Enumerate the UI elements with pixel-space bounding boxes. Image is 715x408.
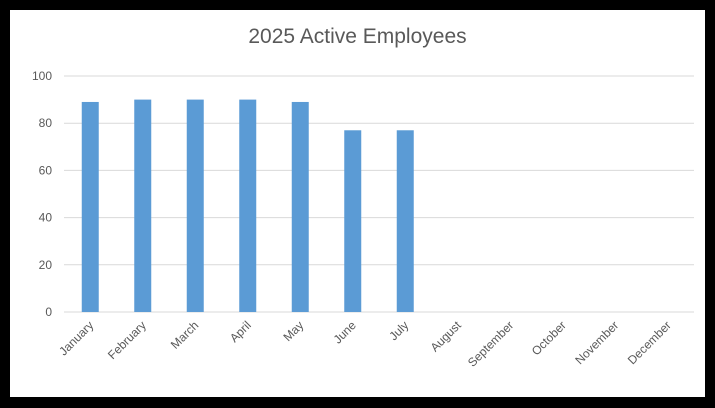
x-tick-label-november: November xyxy=(572,318,621,367)
y-axis-tick-labels: 0 20 40 60 80 100 xyxy=(32,69,52,319)
x-tick-label-january: January xyxy=(56,318,96,358)
y-tick-label-60: 60 xyxy=(39,163,53,177)
x-tick-label-may: May xyxy=(280,318,306,344)
chart-title: 2025 Active Employees xyxy=(248,25,467,48)
y-tick-label-20: 20 xyxy=(39,258,53,272)
y-tick-label-80: 80 xyxy=(39,116,53,130)
x-tick-label-december: December xyxy=(625,318,674,367)
y-tick-label-100: 100 xyxy=(32,69,52,83)
x-tick-label-march: March xyxy=(168,318,201,351)
x-tick-label-july: July xyxy=(386,318,411,343)
bar-july xyxy=(396,130,414,312)
gridlines xyxy=(64,75,694,313)
x-tick-label-august: August xyxy=(428,318,465,355)
y-tick-label-40: 40 xyxy=(39,211,53,225)
bar-february xyxy=(134,99,152,312)
bar-june xyxy=(344,130,362,312)
x-tick-label-april: April xyxy=(227,318,254,345)
bar-january xyxy=(81,101,99,313)
bar-may xyxy=(291,101,309,313)
bars xyxy=(81,99,414,313)
x-axis-tick-labels: January February March April May June July Augu… xyxy=(56,318,674,370)
x-tick-label-june: June xyxy=(331,318,360,347)
bar-march xyxy=(186,99,204,312)
x-tick-label-february: February xyxy=(105,318,149,362)
y-tick-label-0: 0 xyxy=(45,305,52,319)
x-tick-label-october: October xyxy=(529,318,569,358)
x-tick-label-september: September xyxy=(465,318,516,369)
bar-april xyxy=(239,99,257,312)
